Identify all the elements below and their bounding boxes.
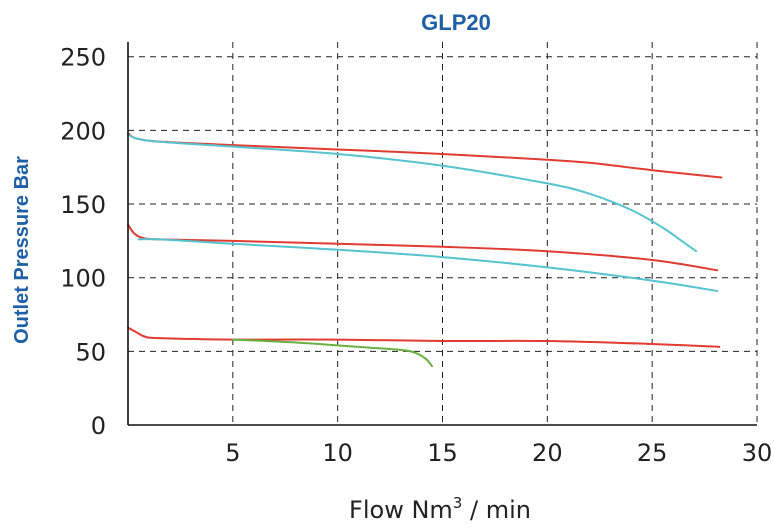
- series-lines: [127, 132, 723, 368]
- series-line-4: [137, 238, 719, 292]
- x-axis-label-superscript: 3: [453, 494, 463, 512]
- x-tick-label: 20: [532, 439, 563, 467]
- y-tick-label: 0: [91, 412, 106, 440]
- x-axis-label: Flow Nm3 / min: [349, 494, 531, 524]
- y-tick-label: 250: [60, 44, 106, 72]
- chart-title: GLP20: [421, 10, 491, 35]
- series-line-2: [127, 133, 698, 253]
- y-tick-label: 100: [60, 265, 106, 293]
- x-tick-label: 30: [742, 439, 773, 467]
- series-line-5: [127, 326, 721, 348]
- axes: [127, 42, 757, 426]
- x-tick-label: 5: [225, 439, 240, 467]
- series-line-6: [231, 338, 433, 368]
- y-tick-label: 200: [60, 117, 106, 145]
- x-axis-label-main: Flow Nm: [349, 496, 453, 524]
- grid: [128, 42, 758, 425]
- series-line-3: [127, 223, 719, 272]
- y-axis-label: Outlet Pressure Bar: [11, 156, 33, 344]
- x-tick-label: 25: [637, 439, 668, 467]
- y-tick-label: 50: [75, 338, 106, 366]
- tick-labels: 0 50 100 150 200 250 5 10 15 20 25 30: [60, 44, 772, 467]
- x-tick-label: 15: [427, 439, 458, 467]
- x-axis-label-suffix: / min: [462, 496, 531, 524]
- x-tick-label: 10: [322, 439, 353, 467]
- series-line-1: [127, 132, 723, 179]
- y-tick-label: 150: [60, 191, 106, 219]
